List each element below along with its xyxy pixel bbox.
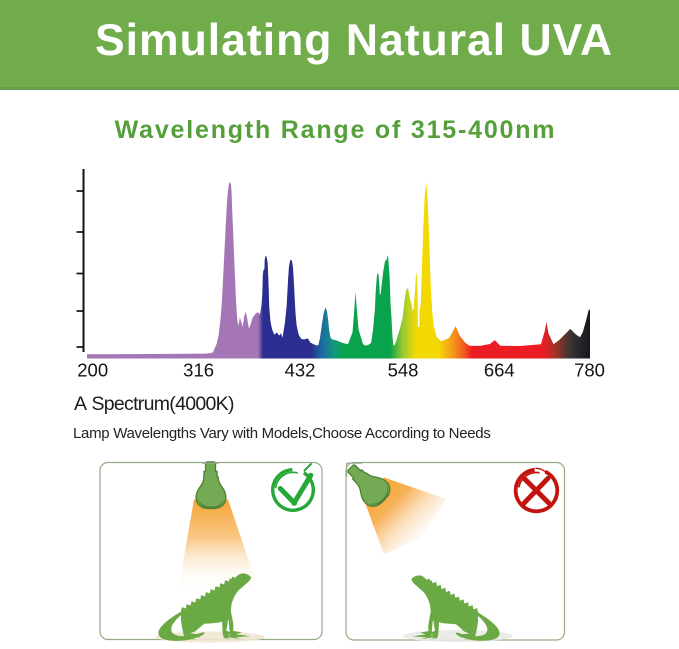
svg-text:316: 316 xyxy=(183,360,214,381)
svg-text:548: 548 xyxy=(388,360,419,381)
svg-text:432: 432 xyxy=(285,360,316,381)
svg-text:664: 664 xyxy=(484,360,515,381)
svg-text:780: 780 xyxy=(574,360,605,381)
svg-text:200: 200 xyxy=(77,360,108,381)
